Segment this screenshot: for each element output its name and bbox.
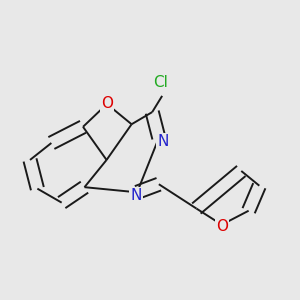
Text: O: O	[216, 219, 228, 234]
Text: N: N	[130, 188, 142, 203]
Text: O: O	[101, 97, 113, 112]
Text: Cl: Cl	[154, 75, 169, 90]
Text: N: N	[157, 134, 169, 149]
